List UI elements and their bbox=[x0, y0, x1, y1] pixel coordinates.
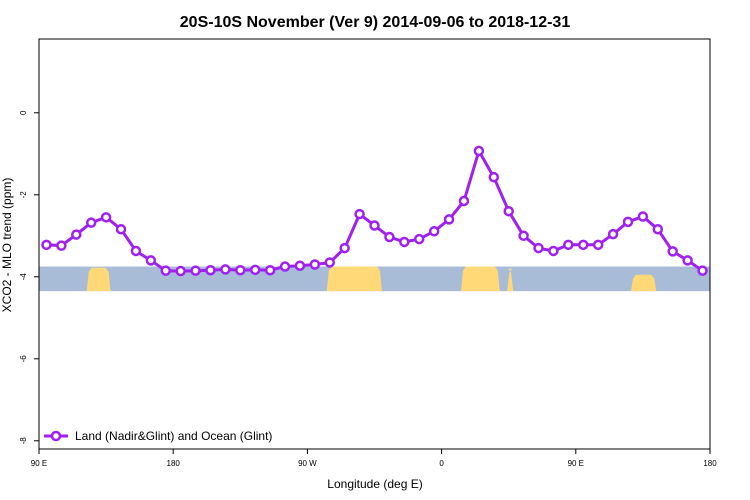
data-point bbox=[503, 205, 514, 217]
y-tick-label: -2 bbox=[19, 191, 28, 199]
chart-title: 20S-10S November (Ver 9) 2014-09-06 to 2… bbox=[180, 14, 571, 31]
data-point bbox=[458, 195, 470, 207]
data-point bbox=[518, 230, 529, 242]
data-point bbox=[637, 211, 649, 222]
series-line bbox=[46, 149, 704, 273]
x-tick-label: 90 E bbox=[568, 459, 584, 468]
map-land-segment bbox=[630, 274, 657, 292]
map-land-segment bbox=[460, 266, 500, 292]
data-point bbox=[71, 229, 82, 240]
data-point bbox=[324, 257, 336, 268]
y-tick-label: -6 bbox=[19, 355, 28, 363]
data-point bbox=[578, 239, 589, 251]
data-point bbox=[115, 223, 127, 235]
x-tick-label: 90 E bbox=[31, 459, 47, 468]
x-tick-label: 180 bbox=[167, 459, 181, 468]
data-point bbox=[592, 239, 604, 251]
x-tick-label: 180 bbox=[703, 459, 717, 468]
data-point bbox=[413, 233, 425, 245]
data-point bbox=[85, 217, 97, 228]
data-point bbox=[384, 231, 395, 243]
data-point bbox=[41, 239, 52, 251]
x-tick-label: 90 W bbox=[298, 459, 317, 468]
y-axis-label: XCO2 - MLO trend (ppm) bbox=[0, 178, 14, 313]
series-layer bbox=[41, 145, 708, 277]
data-point bbox=[443, 214, 455, 225]
data-point bbox=[235, 264, 246, 276]
data-point bbox=[130, 245, 142, 257]
data-point bbox=[100, 212, 112, 223]
data-point bbox=[369, 220, 380, 231]
data-point bbox=[428, 226, 440, 237]
data-point bbox=[473, 145, 485, 157]
data-point bbox=[563, 239, 574, 251]
map-strip bbox=[39, 266, 710, 292]
data-point bbox=[309, 259, 321, 270]
legend-entry-label: Land (Nadir&Glint) and Ocean (Glint) bbox=[75, 429, 272, 443]
legend-marker-swatch bbox=[50, 430, 62, 442]
data-point bbox=[175, 265, 186, 277]
data-point bbox=[354, 208, 365, 220]
y-tick-label: -8 bbox=[19, 437, 28, 445]
data-point bbox=[667, 246, 678, 257]
data-point bbox=[160, 265, 171, 276]
data-point bbox=[205, 264, 216, 276]
data-point bbox=[279, 261, 291, 272]
x-tick-label: 0 bbox=[439, 459, 444, 468]
map-land-segment bbox=[326, 266, 382, 292]
data-point bbox=[533, 242, 544, 254]
plot-frame bbox=[38, 38, 711, 450]
data-point bbox=[488, 171, 500, 183]
data-point bbox=[607, 228, 619, 240]
y-tick-label: 0 bbox=[19, 110, 28, 115]
data-point bbox=[190, 265, 201, 276]
y-tick-label: -4 bbox=[19, 273, 28, 281]
data-point bbox=[548, 245, 559, 257]
data-point bbox=[264, 264, 276, 276]
data-point bbox=[220, 264, 231, 275]
map-land-segment bbox=[86, 267, 111, 292]
data-point bbox=[339, 242, 350, 254]
data-point bbox=[697, 265, 708, 276]
legend: Land (Nadir&Glint) and Ocean (Glint) bbox=[44, 429, 272, 443]
data-point bbox=[294, 260, 306, 271]
data-point bbox=[145, 255, 157, 266]
data-point bbox=[682, 255, 693, 266]
data-point bbox=[56, 240, 67, 251]
data-point bbox=[399, 236, 410, 248]
data-point bbox=[622, 216, 634, 228]
x-axis-label: Longitude (deg E) bbox=[327, 477, 422, 491]
data-point bbox=[249, 264, 261, 276]
data-point bbox=[652, 223, 664, 235]
map-land-segment bbox=[507, 268, 514, 292]
axes: 90 E 180 90 W 0 90 E 180 0 -2 -4 -6 -8 bbox=[19, 110, 717, 468]
